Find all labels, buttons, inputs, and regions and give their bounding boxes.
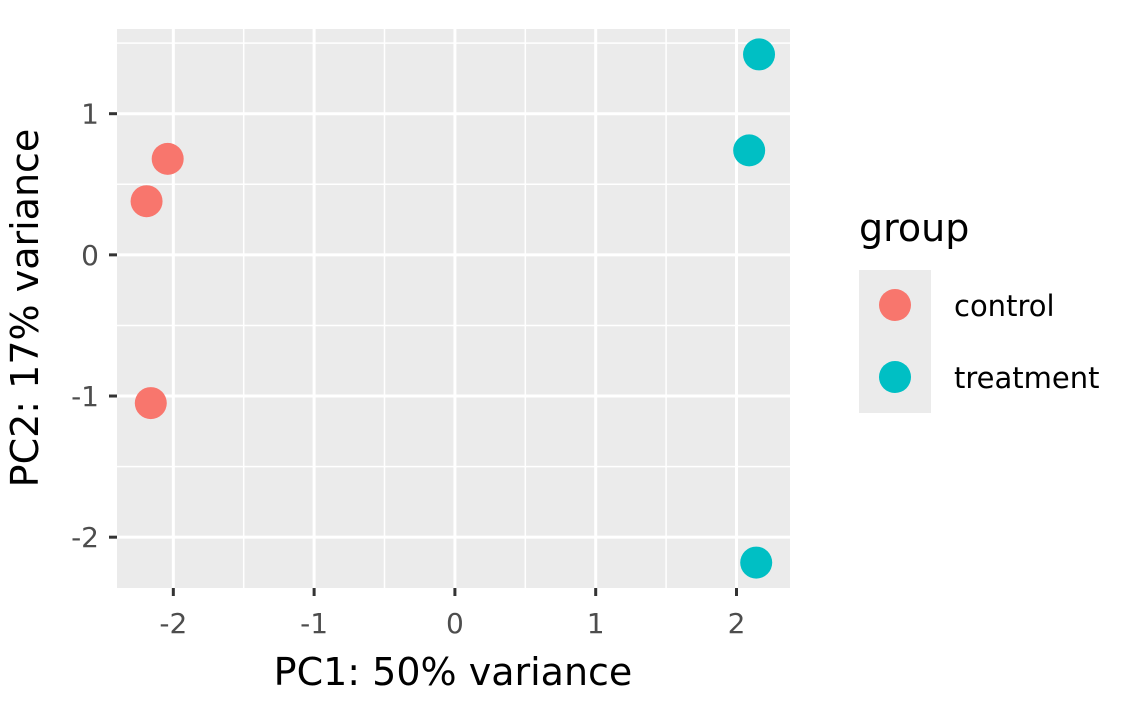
y-tick-label: -2 xyxy=(71,521,99,554)
data-point-treatment xyxy=(743,38,776,71)
x-tick-label: 0 xyxy=(446,607,464,640)
data-point-treatment xyxy=(740,546,773,579)
data-point-control xyxy=(151,142,184,175)
grid-major xyxy=(117,29,790,588)
y-tick-label: 0 xyxy=(81,239,99,272)
legend-key-control xyxy=(879,289,911,321)
data-point-control xyxy=(130,185,163,218)
data-point-treatment xyxy=(733,134,766,167)
x-tick-label: -1 xyxy=(300,607,328,640)
y-tick-label: 1 xyxy=(81,98,99,131)
data-points xyxy=(130,38,776,579)
y-axis-title: PC2: 17% variance xyxy=(3,129,47,488)
x-tick-label: 2 xyxy=(728,607,746,640)
legend-key-treatment xyxy=(879,361,911,393)
axis-ticks: -2 -1 0 1 2 -2 -1 0 1 xyxy=(71,98,745,640)
x-axis-title: PC1: 50% variance xyxy=(274,650,633,694)
x-tick-label: -2 xyxy=(159,607,187,640)
legend: group control treatment xyxy=(859,206,1099,413)
legend-title: group xyxy=(859,206,969,250)
x-tick-label: 1 xyxy=(587,607,605,640)
data-point-control xyxy=(134,387,167,420)
legend-label-treatment: treatment xyxy=(954,361,1099,395)
y-tick-label: -1 xyxy=(71,380,99,413)
legend-label-control: control xyxy=(954,289,1055,323)
